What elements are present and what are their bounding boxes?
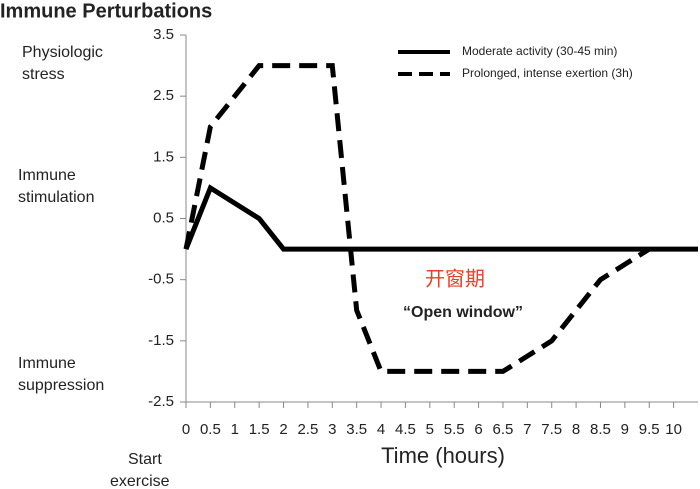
data-line <box>183 63 651 374</box>
x-tick-label: 9.5 <box>639 421 660 438</box>
legend-label: Moderate activity (30-45 min) <box>462 44 617 58</box>
x-tick-label: 2.5 <box>297 421 318 438</box>
data-line <box>183 184 698 252</box>
x-tick-label: 9 <box>621 421 629 438</box>
x-tick-label: 3 <box>328 421 336 438</box>
y-tick-label: -2.5 <box>148 393 174 410</box>
y-tick-label: 3.5 <box>153 26 174 43</box>
x-tick-label: 0.5 <box>200 421 221 438</box>
side-label: suppression <box>18 377 104 394</box>
annotation: “Open window” <box>403 304 523 321</box>
x-tick-label: 8 <box>572 421 580 438</box>
x-tick-label: 3.5 <box>346 421 367 438</box>
annotation: 开窗期 <box>425 267 485 290</box>
x-tick-label: 4 <box>377 421 385 438</box>
x-tick-label: 7 <box>523 421 531 438</box>
side-label: stress <box>22 66 65 83</box>
x-tick-label: 1.5 <box>249 421 270 438</box>
x-tick-label: 7.5 <box>541 421 562 438</box>
x-tick-label: 4.5 <box>395 421 416 438</box>
y-tick-label: 0.5 <box>153 209 174 226</box>
legend-label: Prolonged, intense exertion (3h) <box>462 66 633 80</box>
y-tick-label: -1.5 <box>148 332 174 349</box>
x-tick-label: 8.5 <box>590 421 611 438</box>
side-label: Immune <box>18 167 76 184</box>
x-axis-label: Time (hours) <box>381 443 505 468</box>
x-tick-label: 0 <box>182 421 190 438</box>
y-tick-label: -0.5 <box>148 271 174 288</box>
side-label: Physiologic <box>22 44 103 61</box>
side-label: stimulation <box>18 189 94 206</box>
side-label: Start <box>128 451 162 468</box>
side-label: exercise <box>110 473 170 489</box>
x-tick-label: 6 <box>474 421 482 438</box>
side-label: Immune <box>18 355 76 372</box>
y-tick-label: 1.5 <box>153 148 174 165</box>
x-tick-label: 5 <box>426 421 434 438</box>
x-tick-label: 2 <box>279 421 287 438</box>
y-tick-label: 2.5 <box>153 87 174 104</box>
x-tick-label: 1 <box>231 421 239 438</box>
x-tick-label: 10 <box>665 421 682 438</box>
chart-title: Immune Perturbations <box>0 0 212 22</box>
x-tick-label: 5.5 <box>444 421 465 438</box>
x-tick-label: 6.5 <box>493 421 514 438</box>
